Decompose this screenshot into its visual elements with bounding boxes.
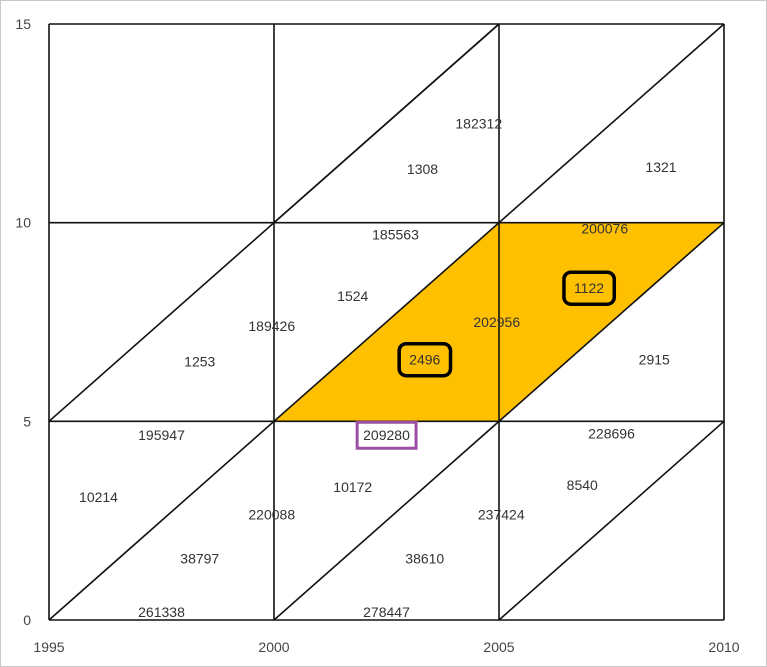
cell-value-label: 189426 [248,318,295,334]
cell-value-label: 1122 [574,280,604,296]
cell-value-label: 195947 [138,427,185,443]
y-tick-label: 15 [15,16,31,32]
cell-value-label: 261338 [138,604,185,620]
cell-value-label: 185563 [372,227,419,243]
cell-value-label: 228696 [588,425,635,441]
x-tick-label: 1995 [33,639,64,655]
cell-value-accent-box [355,420,418,450]
y-tick-label: 0 [23,612,31,628]
cell-value-label: 1321 [645,159,676,175]
y-tick-label: 10 [15,215,31,231]
cell-value-label: 209280 [363,427,410,443]
diagonal-cohort-line [48,23,725,621]
cell-value-label: 2915 [639,352,670,368]
cell-value-label: 182312 [455,115,502,131]
cell-value-label: 2496 [409,352,440,368]
cell-value-label: 220088 [248,507,295,523]
diagonal-cohort-line [498,420,725,621]
cell-value-highlight-box [397,341,453,378]
cell-value-label: 200076 [581,221,628,237]
cell-value-label: 38610 [405,550,444,566]
x-tick-label: 2005 [483,639,514,655]
cell-value-label: 8540 [567,477,598,493]
cell-value-label: 278447 [363,604,410,620]
cell-value-label: 237424 [478,507,525,523]
cell-value-label: 1308 [407,161,438,177]
diagonal-cohort-line [273,222,725,621]
diagonal-cohort-line [273,23,500,224]
cell-value-label: 202956 [473,314,520,330]
cell-value-label: 1253 [184,354,215,370]
cell-value-label: 1524 [337,288,368,304]
y-tick-label: 5 [23,413,31,429]
x-tick-label: 2000 [258,639,289,655]
cell-value-label: 38797 [180,550,219,566]
x-tick-label: 2010 [708,639,739,655]
cell-value-label: 10214 [79,489,118,505]
cell-value-label: 10172 [333,479,372,495]
cell-value-highlight-box [562,270,617,306]
